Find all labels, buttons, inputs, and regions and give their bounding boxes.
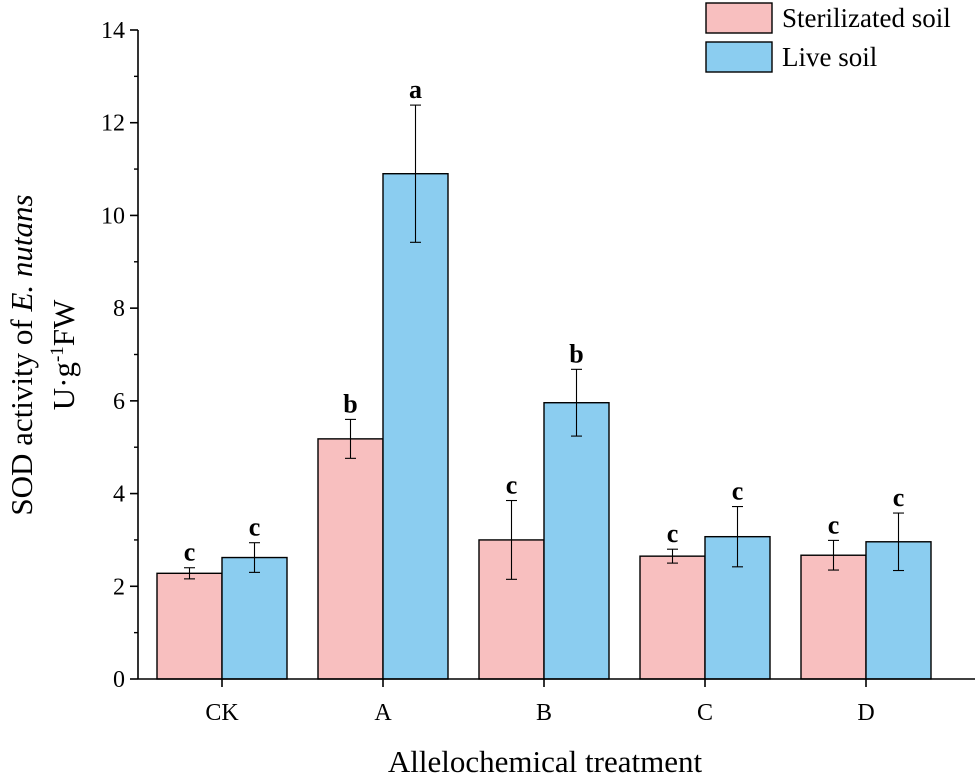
bar xyxy=(382,173,449,680)
significance-letter: c xyxy=(893,483,905,512)
significance-letter: c xyxy=(184,538,196,567)
legend: Sterilizated soil Live soil xyxy=(705,2,951,73)
legend-label-live: Live soil xyxy=(782,42,877,72)
bar xyxy=(317,438,384,680)
bar-series xyxy=(156,173,932,680)
x-tick-label: C xyxy=(697,700,713,726)
y-tick-label: 2 xyxy=(113,574,125,600)
significance-letter: c xyxy=(249,513,261,542)
x-tick-label: CK xyxy=(205,700,239,726)
significance-letter: b xyxy=(569,339,583,368)
error-bars xyxy=(184,104,904,580)
bar xyxy=(543,402,610,680)
y-axis-title-line2: U·g-1FW xyxy=(46,299,81,410)
y-title-exponent: -1 xyxy=(47,346,68,362)
x-tick-label: A xyxy=(374,700,392,726)
bar xyxy=(639,555,706,680)
legend-label-sterilizated: Sterilizated soil xyxy=(782,3,951,33)
y-title-species: E. nutans xyxy=(4,194,39,312)
bar xyxy=(156,572,223,680)
y-axis-ticks: 0 2 4 6 8 10 12 14 xyxy=(101,18,138,693)
y-tick-label: 8 xyxy=(113,296,125,322)
legend-swatch-live xyxy=(705,41,773,73)
legend-swatch-sterilizated xyxy=(705,2,773,34)
y-tick-label: 6 xyxy=(113,389,125,415)
x-axis-title: Allelochemical treatment xyxy=(388,744,703,779)
y-title-unit: U·g xyxy=(46,362,81,410)
significance-letter: b xyxy=(343,389,357,418)
y-title-suffix: FW xyxy=(46,299,81,346)
significance-letter: c xyxy=(667,519,679,548)
y-tick-label: 12 xyxy=(101,111,125,137)
significance-letter: a xyxy=(409,75,422,104)
y-tick-label: 0 xyxy=(113,667,125,693)
bar xyxy=(800,554,867,680)
y-tick-label: 14 xyxy=(101,18,125,44)
y-title-prefix: SOD activity of xyxy=(4,312,39,516)
y-tick-label: 10 xyxy=(101,203,125,229)
y-tick-label: 4 xyxy=(113,482,125,508)
x-tick-label: D xyxy=(857,700,874,726)
x-axis-ticks: CK A B C D xyxy=(205,679,875,726)
significance-letter: c xyxy=(732,477,744,506)
bar xyxy=(221,556,288,680)
significance-letter: c xyxy=(506,471,518,500)
significance-labels: c c b a c b c c c c xyxy=(184,75,905,567)
x-tick-label: B xyxy=(536,700,552,726)
significance-letter: c xyxy=(828,510,840,539)
y-axis-title-line1: SOD activity of E. nutans xyxy=(4,194,39,515)
